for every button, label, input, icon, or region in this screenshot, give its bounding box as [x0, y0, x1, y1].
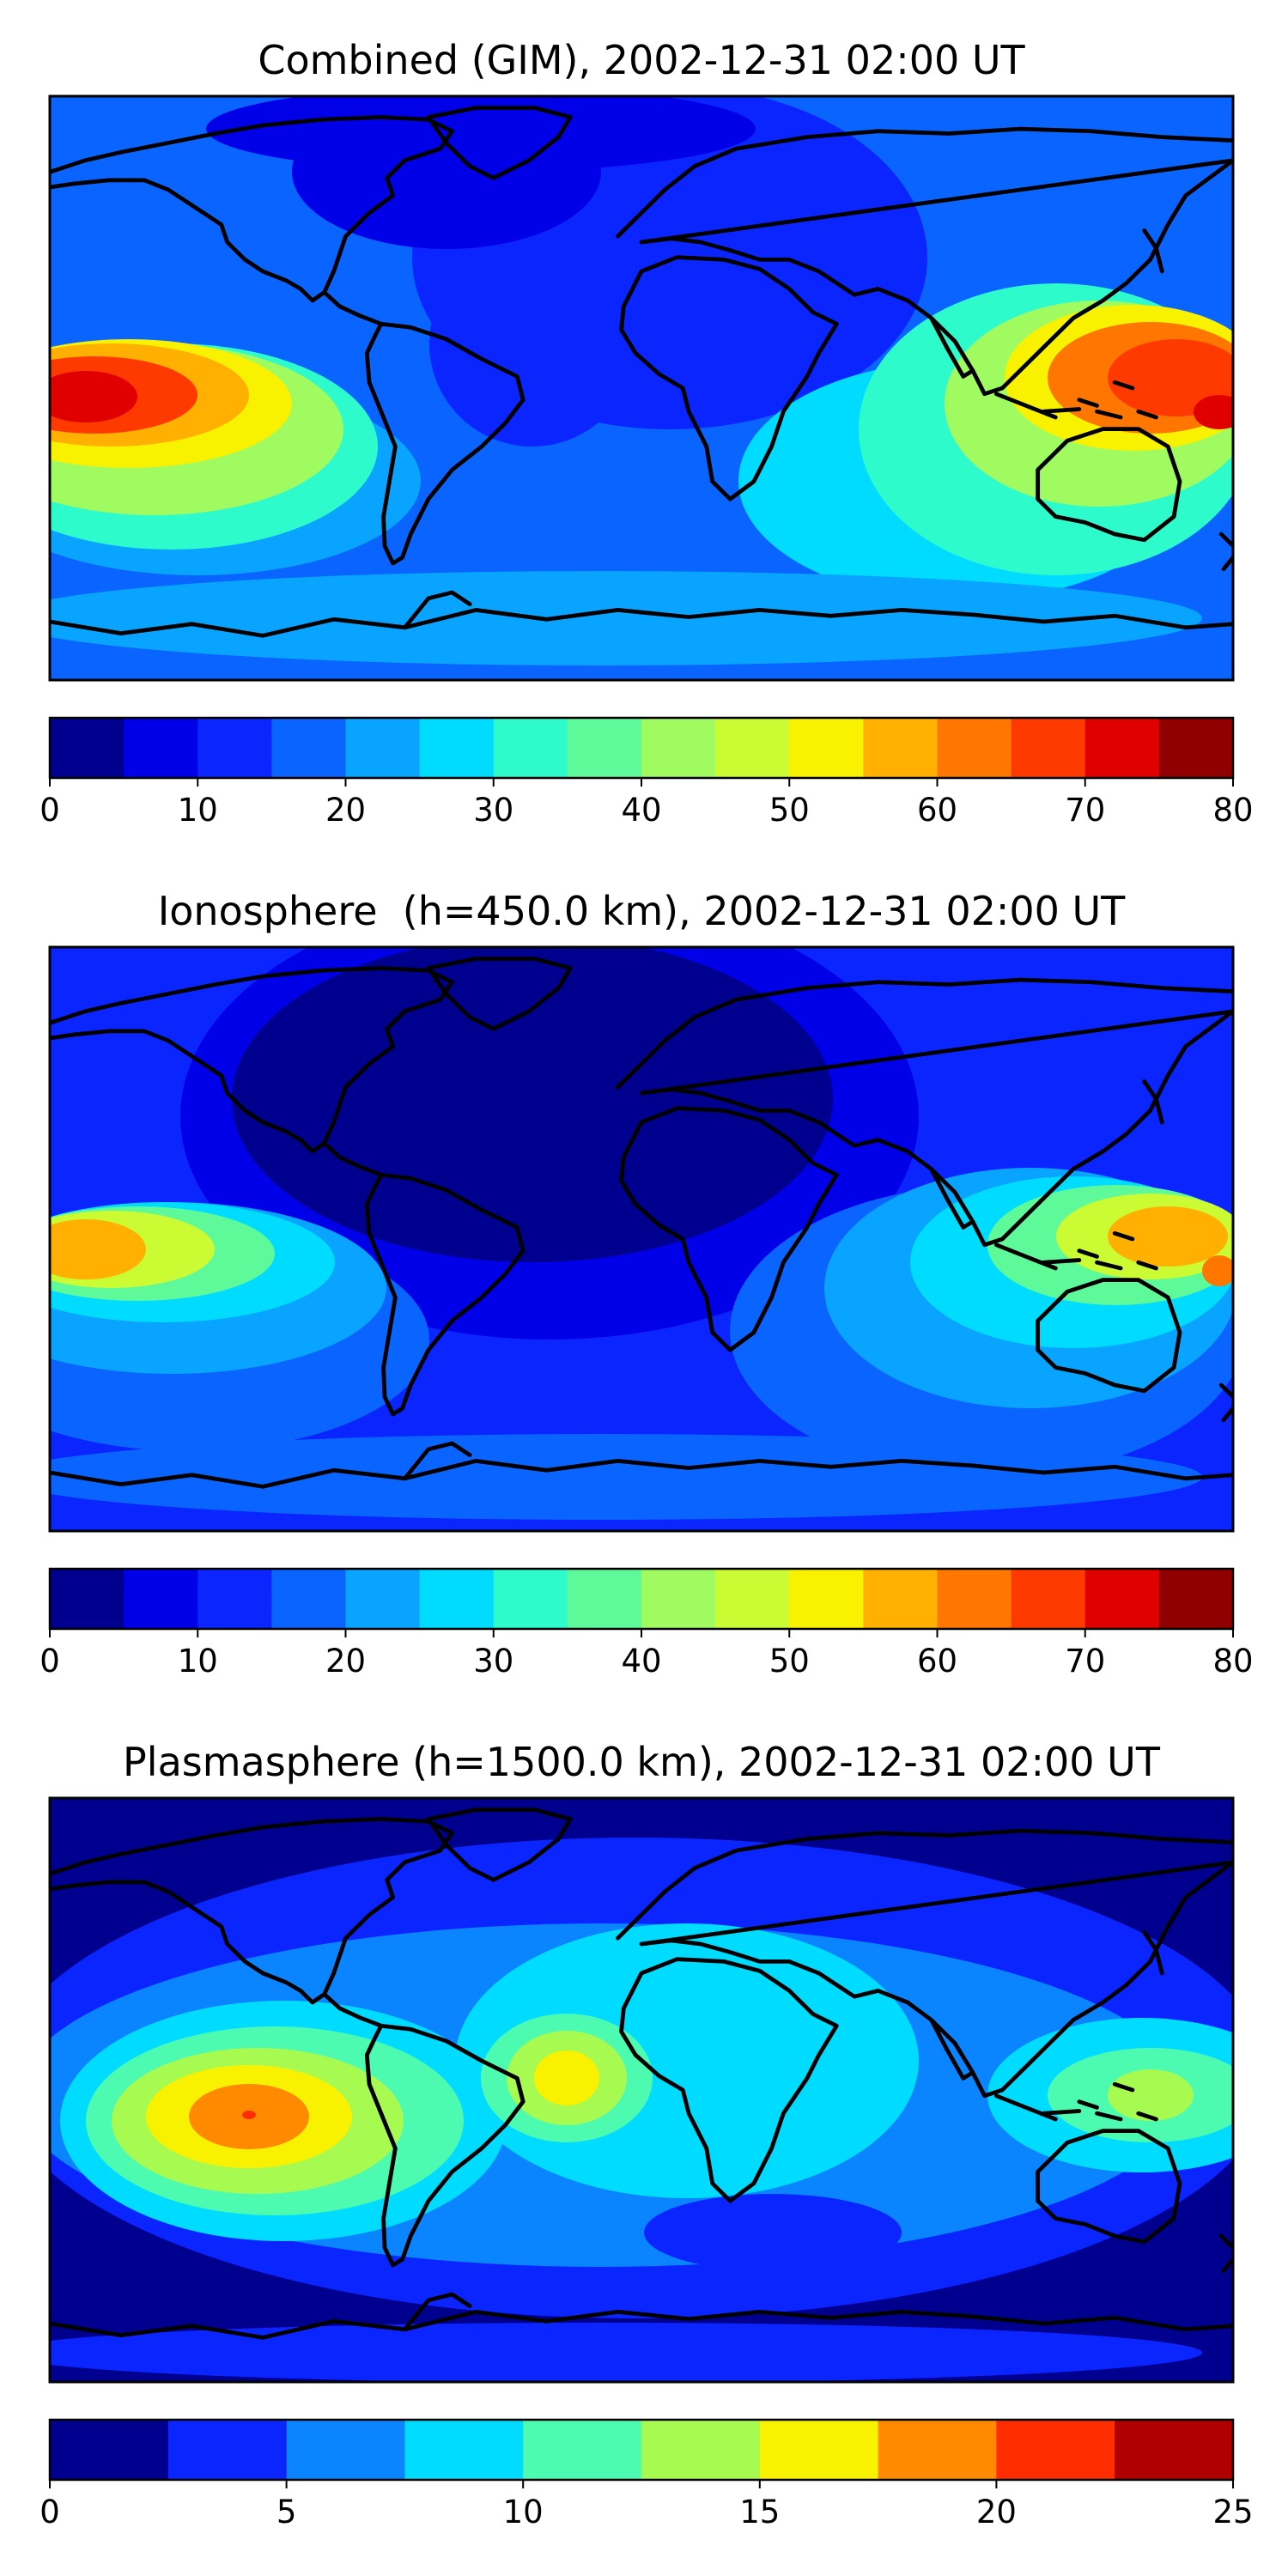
colorbar-swatch	[715, 1569, 790, 1629]
colorbar-swatch	[404, 2420, 524, 2480]
map-frame	[48, 94, 1235, 682]
colorbar-tick-label: 80	[1212, 792, 1253, 829]
colorbar-tick-label: 50	[769, 1643, 810, 1680]
panel-plasmasphere: Plasmasphere (h=1500.0 km), 2002-12-31 0…	[39, 1739, 1254, 2530]
colorbar-tick-label: 0	[39, 2494, 60, 2530]
colorbar-swatch	[271, 718, 346, 778]
map-field	[50, 947, 1233, 1531]
colorbar-swatch	[50, 718, 125, 778]
colorbar-swatch	[286, 2420, 405, 2480]
colorbar-swatch	[1158, 1569, 1234, 1629]
colorbar-swatch	[759, 2420, 879, 2480]
colorbar-swatch	[523, 2420, 642, 2480]
colorbar-tick-label: 80	[1212, 1643, 1253, 1680]
colorbar-tick-label: 20	[325, 792, 366, 829]
colorbar-swatch	[863, 1569, 938, 1629]
colorbar-tick-label: 20	[325, 1643, 366, 1680]
map-field	[50, 1798, 1233, 2382]
colorbar-swatch	[167, 2420, 288, 2480]
colorbar-swatch	[345, 718, 421, 778]
colorbar-swatch	[197, 718, 272, 778]
colorbar-swatch	[863, 718, 938, 778]
chart-title: Plasmasphere (h=1500.0 km), 2002-12-31 0…	[123, 1739, 1161, 1785]
colorbar: 0 5 10 15 20 25	[39, 2418, 1254, 2530]
colorbar-tick-label: 40	[621, 1643, 661, 1680]
colorbar-swatch	[1115, 2420, 1234, 2480]
colorbar-swatch	[641, 2420, 761, 2480]
colorbar-tick-label: 10	[178, 792, 218, 829]
colorbar-tick-label: 60	[917, 792, 957, 829]
colorbar-swatch	[419, 718, 495, 778]
colorbar-swatch	[124, 1569, 198, 1629]
map-frame	[48, 1796, 1235, 2384]
colorbar-swatch	[937, 1569, 1012, 1629]
colorbar-swatch	[996, 2420, 1115, 2480]
colorbar-tick-label: 5	[276, 2494, 297, 2530]
colorbar-swatch	[50, 1569, 125, 1629]
colorbar-swatch	[937, 718, 1012, 778]
colorbar-tick-label: 0	[39, 792, 60, 829]
colorbar-tick-label: 15	[739, 2494, 780, 2530]
colorbar-swatch	[567, 1569, 642, 1629]
colorbar-swatch	[789, 718, 864, 778]
colorbar-tick-label: 70	[1065, 792, 1105, 829]
colorbar-tick-label: 50	[769, 792, 810, 829]
chart-title: Combined (GIM), 2002-12-31 02:00 UT	[258, 37, 1025, 83]
colorbar: 0 10 20 30 40 50 60 70 80	[39, 1567, 1254, 1680]
colorbar-swatch	[50, 2420, 169, 2480]
colorbar-tick-label: 30	[473, 792, 513, 829]
colorbar-swatch	[715, 718, 790, 778]
colorbar: 0 10 20 30 40 50 60 70 80	[39, 716, 1254, 829]
map-field	[50, 96, 1233, 680]
colorbar-swatch	[493, 718, 568, 778]
colorbar-tick-label: 10	[178, 1643, 218, 1680]
colorbar-swatch	[197, 1569, 272, 1629]
colorbar-swatch	[1084, 718, 1160, 778]
colorbar-swatch	[641, 718, 716, 778]
colorbar-swatch	[271, 1569, 346, 1629]
colorbar-swatch	[1011, 1569, 1086, 1629]
colorbar-swatch	[1158, 718, 1234, 778]
colorbar-tick-label: 70	[1065, 1643, 1105, 1680]
colorbar-swatch	[567, 718, 642, 778]
panel-ionosphere: Ionosphere (h=450.0 km), 2002-12-31 02:0…	[39, 888, 1254, 1680]
colorbar-tick-label: 10	[503, 2494, 544, 2530]
colorbar-swatch	[345, 1569, 421, 1629]
colorbar-swatch	[789, 1569, 864, 1629]
chart-title: Ionosphere (h=450.0 km), 2002-12-31 02:0…	[158, 888, 1126, 934]
colorbar-swatch	[493, 1569, 568, 1629]
panel-combined: Combined (GIM), 2002-12-31 02:00 UT	[39, 37, 1254, 829]
colorbar-tick-label: 30	[473, 1643, 513, 1680]
colorbar-swatch	[419, 1569, 495, 1629]
colorbar-swatch	[1011, 718, 1086, 778]
colorbar-swatch	[878, 2420, 997, 2480]
colorbar-tick-label: 0	[39, 1643, 60, 1680]
colorbar-tick-label: 25	[1212, 2494, 1253, 2530]
colorbar-swatch	[124, 718, 198, 778]
colorbar-tick-label: 20	[976, 2494, 1017, 2530]
colorbar-swatch	[1084, 1569, 1160, 1629]
colorbar-swatch	[641, 1569, 716, 1629]
colorbar-tick-label: 60	[917, 1643, 957, 1680]
map-frame	[48, 945, 1235, 1533]
colorbar-tick-label: 40	[621, 792, 661, 829]
